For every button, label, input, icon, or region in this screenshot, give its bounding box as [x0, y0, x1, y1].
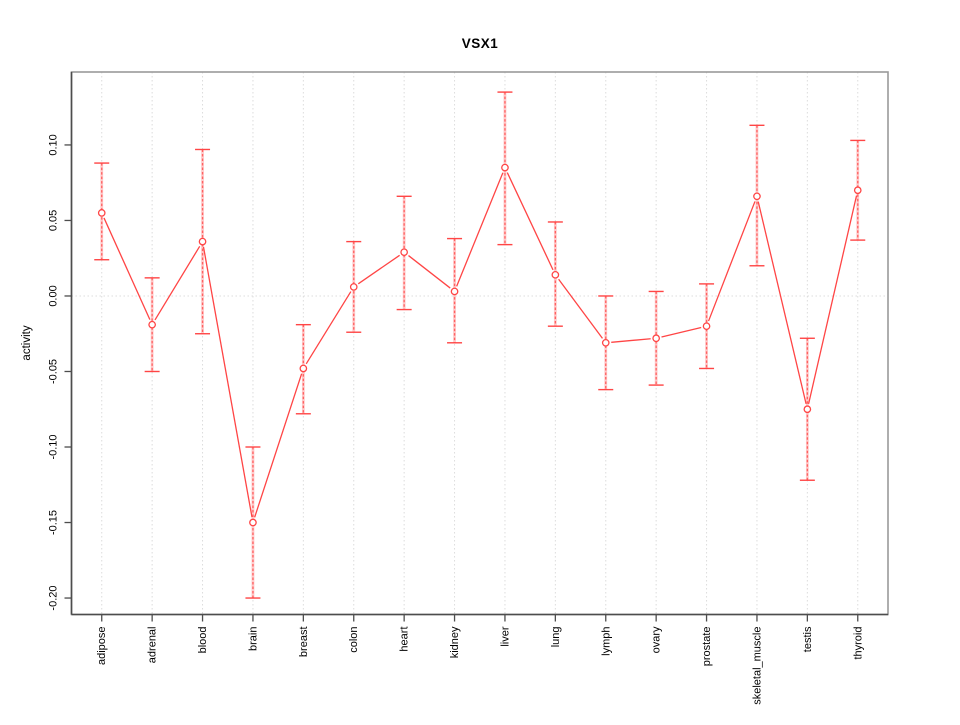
x-tick-label: colon: [348, 627, 360, 653]
data-point-testis: [803, 405, 812, 414]
gridlines: [71, 72, 888, 615]
x-tick-label: skeletal_muscle: [751, 627, 763, 705]
x-tick-label: lymph: [600, 627, 612, 656]
x-tick-label: thyroid: [852, 627, 864, 660]
y-tick-label: -0.15: [48, 510, 60, 535]
data-point-colon: [349, 283, 358, 291]
x-tick-label: prostate: [701, 627, 713, 667]
x-tick-label: ovary: [651, 626, 663, 653]
x-tick-label: adrenal: [147, 627, 159, 664]
data-point-blood: [198, 237, 207, 246]
y-tick-label: 0.00: [48, 285, 60, 306]
y-tick-label: -0.20: [48, 585, 60, 610]
data-point-lung: [551, 270, 560, 279]
x-tick-label: breast: [298, 627, 310, 658]
data-point-skeletal_muscle: [753, 192, 761, 201]
y-tick-label: 0.10: [48, 134, 60, 155]
data-points: [97, 163, 862, 527]
error-bars: [94, 91, 866, 599]
y-tick-label: 0.05: [48, 210, 60, 231]
data-point-liver: [501, 163, 509, 172]
x-tick-label: kidney: [449, 626, 461, 658]
data-point-ovary: [652, 334, 661, 343]
y-axis-label: activity: [21, 325, 33, 361]
series-line: [103, 172, 858, 518]
x-tick-label: liver: [499, 626, 511, 647]
chart-title: VSX1: [461, 36, 499, 51]
data-point-lymph: [601, 338, 610, 347]
data-point-breast: [299, 364, 308, 373]
data-point-prostate: [702, 322, 711, 331]
data-point-adrenal: [148, 320, 156, 329]
x-tick-label: adipose: [96, 627, 108, 666]
x-tick-label: lung: [550, 627, 562, 648]
x-tick-labels: adipose adrenal blood brain breast colon heart…: [96, 626, 864, 705]
data-point-kidney: [450, 287, 459, 296]
x-tick-label: testis: [802, 626, 814, 652]
y-tick-labels: -0.20 -0.15 -0.10 -0.05 0.00 0.05 0.10: [48, 134, 60, 610]
x-tick-label: heart: [399, 627, 411, 652]
plot-box: [70, 71, 889, 616]
data-point-adipose: [97, 209, 106, 217]
data-point-heart: [400, 248, 408, 257]
axis-ticks: [64, 144, 859, 622]
y-tick-label: -0.05: [48, 359, 60, 384]
y-tick-label: -0.10: [48, 434, 60, 459]
data-point-thyroid: [853, 186, 862, 195]
x-tick-label: blood: [197, 627, 209, 654]
x-tick-label: brain: [247, 627, 259, 651]
data-point-brain: [249, 518, 257, 527]
